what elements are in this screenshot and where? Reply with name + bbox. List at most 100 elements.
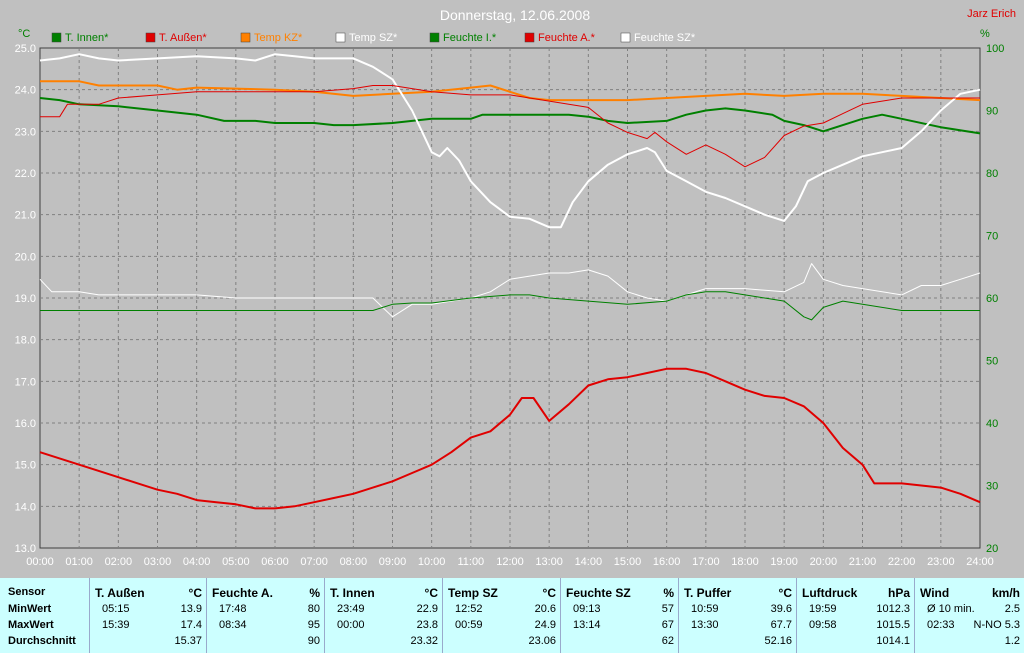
stats-max-value: 67 xyxy=(661,619,674,631)
series-line xyxy=(40,80,981,102)
stats-max-time: 08:34 xyxy=(219,619,247,631)
y-tick-label: 18.0 xyxy=(15,335,36,347)
stats-column: T. Außen °C 05:15 13.9 15:39 17.4 15.37 xyxy=(90,578,207,653)
legend-swatch xyxy=(240,32,251,43)
stats-max-value: 17.4 xyxy=(180,619,202,631)
y2-tick-label: 30 xyxy=(986,481,998,493)
stats-max-time: 02:33 xyxy=(927,619,955,631)
x-tick-label: 07:00 xyxy=(300,556,328,568)
x-tick-label: 09:00 xyxy=(379,556,407,568)
stats-min-time: 12:52 xyxy=(455,603,483,615)
y-axis-right: 20 30 40 50 60 70 80 90 100 xyxy=(986,43,1004,555)
y-tick-label: 25.0 xyxy=(15,43,36,55)
stats-max-time: 00:00 xyxy=(337,619,365,631)
y-tick-label: 20.0 xyxy=(15,251,36,263)
x-tick-label: 08:00 xyxy=(340,556,368,568)
stats-max-time: 15:39 xyxy=(102,619,130,631)
x-tick-label: 04:00 xyxy=(183,556,211,568)
stats-max-value: 95 xyxy=(307,619,320,631)
stats-column-header: T. Außen xyxy=(95,586,145,600)
stats-average: 23.32 xyxy=(410,635,438,647)
legend-item: Temp SZ* xyxy=(349,32,398,44)
x-tick-label: 23:00 xyxy=(927,556,955,568)
y2-tick-label: 100 xyxy=(986,43,1004,55)
stats-min-value: 39.6 xyxy=(770,603,792,615)
legend-swatch xyxy=(429,32,440,43)
legend-swatch xyxy=(335,32,346,43)
stats-column-header: Feuchte A. xyxy=(212,586,273,600)
x-tick-label: 21:00 xyxy=(849,556,877,568)
x-tick-label: 22:00 xyxy=(888,556,916,568)
stats-column-unit: hPa xyxy=(887,586,910,600)
legend: T. Innen* T. Außen* Temp KZ* Temp SZ* Feucht… xyxy=(51,32,696,44)
x-tick-label: 03:00 xyxy=(144,556,172,568)
legend-item: Feuchte SZ* xyxy=(634,32,696,44)
stats-max-value: 67.7 xyxy=(770,619,792,631)
stats-average: 15.37 xyxy=(174,635,202,647)
series-line xyxy=(39,263,981,318)
stats-column-header: Temp SZ xyxy=(448,586,498,600)
stats-column-header: T. Innen xyxy=(330,586,375,600)
stats-min-time: 19:59 xyxy=(809,603,837,615)
stats-column-header: Feuchte SZ xyxy=(566,586,631,600)
series-line xyxy=(40,291,980,321)
stats-column: Feuchte A.% 17:48 80 08:34 95 90 xyxy=(207,578,325,653)
stats-average: 90 xyxy=(307,635,320,647)
x-tick-label: 02:00 xyxy=(105,556,133,568)
stats-column: Feuchte SZ% 09:13 57 13:14 67 62 xyxy=(561,578,679,653)
stats-column-unit: % xyxy=(309,586,320,600)
y-axis-left: 13.0 14.0 15.0 16.0 17.0 18.0 19.0 20.0 21.0 22.0… xyxy=(15,43,36,555)
stats-row-label: MaxWert xyxy=(8,619,54,631)
legend-swatch xyxy=(51,32,62,43)
stats-max-value: N-NO 5.3 xyxy=(973,619,1020,631)
stats-max-value: 24.9 xyxy=(534,619,556,631)
y-tick-label: 24.0 xyxy=(15,85,36,97)
stats-column-unit: °C xyxy=(424,586,438,600)
x-tick-label: 11:00 xyxy=(457,556,484,568)
x-tick-label: 12:00 xyxy=(496,556,524,568)
author-label: Jarz Erich xyxy=(967,8,1016,20)
y2-tick-label: 90 xyxy=(986,106,998,118)
stats-column-unit: km/h xyxy=(991,586,1020,600)
stats-column-unit: °C xyxy=(778,586,792,600)
x-tick-label: 06:00 xyxy=(261,556,289,568)
x-tick-label: 18:00 xyxy=(731,556,759,568)
statistics-panel: Sensor MinWert MaxWert Durchschnitt T. Außen… xyxy=(0,578,1024,653)
y-tick-label: 23.0 xyxy=(15,126,36,138)
x-tick-label: 15:00 xyxy=(614,556,642,568)
stats-min-value: 57 xyxy=(661,603,674,615)
stats-max-value: 1015.5 xyxy=(876,619,910,631)
stats-average: 62 xyxy=(661,635,674,647)
y2-tick-label: 50 xyxy=(986,356,998,368)
x-tick-label: 13:00 xyxy=(535,556,563,568)
stats-average: 1014.1 xyxy=(876,635,910,647)
stats-min-value: 22.9 xyxy=(416,603,438,615)
y-tick-label: 21.0 xyxy=(15,210,36,222)
y-tick-label: 14.0 xyxy=(15,501,36,513)
grid-lines xyxy=(40,48,980,548)
stats-row-label: MinWert xyxy=(8,603,52,615)
y2-tick-label: 80 xyxy=(986,168,998,180)
legend-item: Temp KZ* xyxy=(254,32,303,44)
y-tick-label: 17.0 xyxy=(15,376,36,388)
stats-max-time: 13:14 xyxy=(573,619,601,631)
x-tick-label: 10:00 xyxy=(418,556,446,568)
stats-min-time: 09:13 xyxy=(573,603,601,615)
x-axis: 00:00 01:00 02:00 03:00 04:00 05:00 06:00 07:00… xyxy=(26,556,994,568)
stats-column-header: T. Puffer xyxy=(684,586,732,600)
stats-min-time: 10:59 xyxy=(691,603,719,615)
y-tick-label: 16.0 xyxy=(15,418,36,430)
stats-row-label: Sensor xyxy=(8,586,46,598)
series-line xyxy=(39,367,981,510)
legend-item: Feuchte I.* xyxy=(443,32,497,44)
y2-tick-label: 60 xyxy=(986,293,998,305)
y-tick-label: 13.0 xyxy=(15,543,36,555)
stats-min-value: 2.5 xyxy=(1004,603,1020,615)
stats-column-header: Wind xyxy=(920,586,950,600)
x-tick-label: 00:00 xyxy=(26,556,54,568)
legend-item: Feuchte A.* xyxy=(538,32,596,44)
stats-max-time: 13:30 xyxy=(691,619,719,631)
stats-column: Temp SZ °C 12:52 20.6 00:59 24.9 23.06 xyxy=(443,578,561,653)
x-tick-label: 20:00 xyxy=(810,556,838,568)
legend-swatch xyxy=(145,32,156,43)
